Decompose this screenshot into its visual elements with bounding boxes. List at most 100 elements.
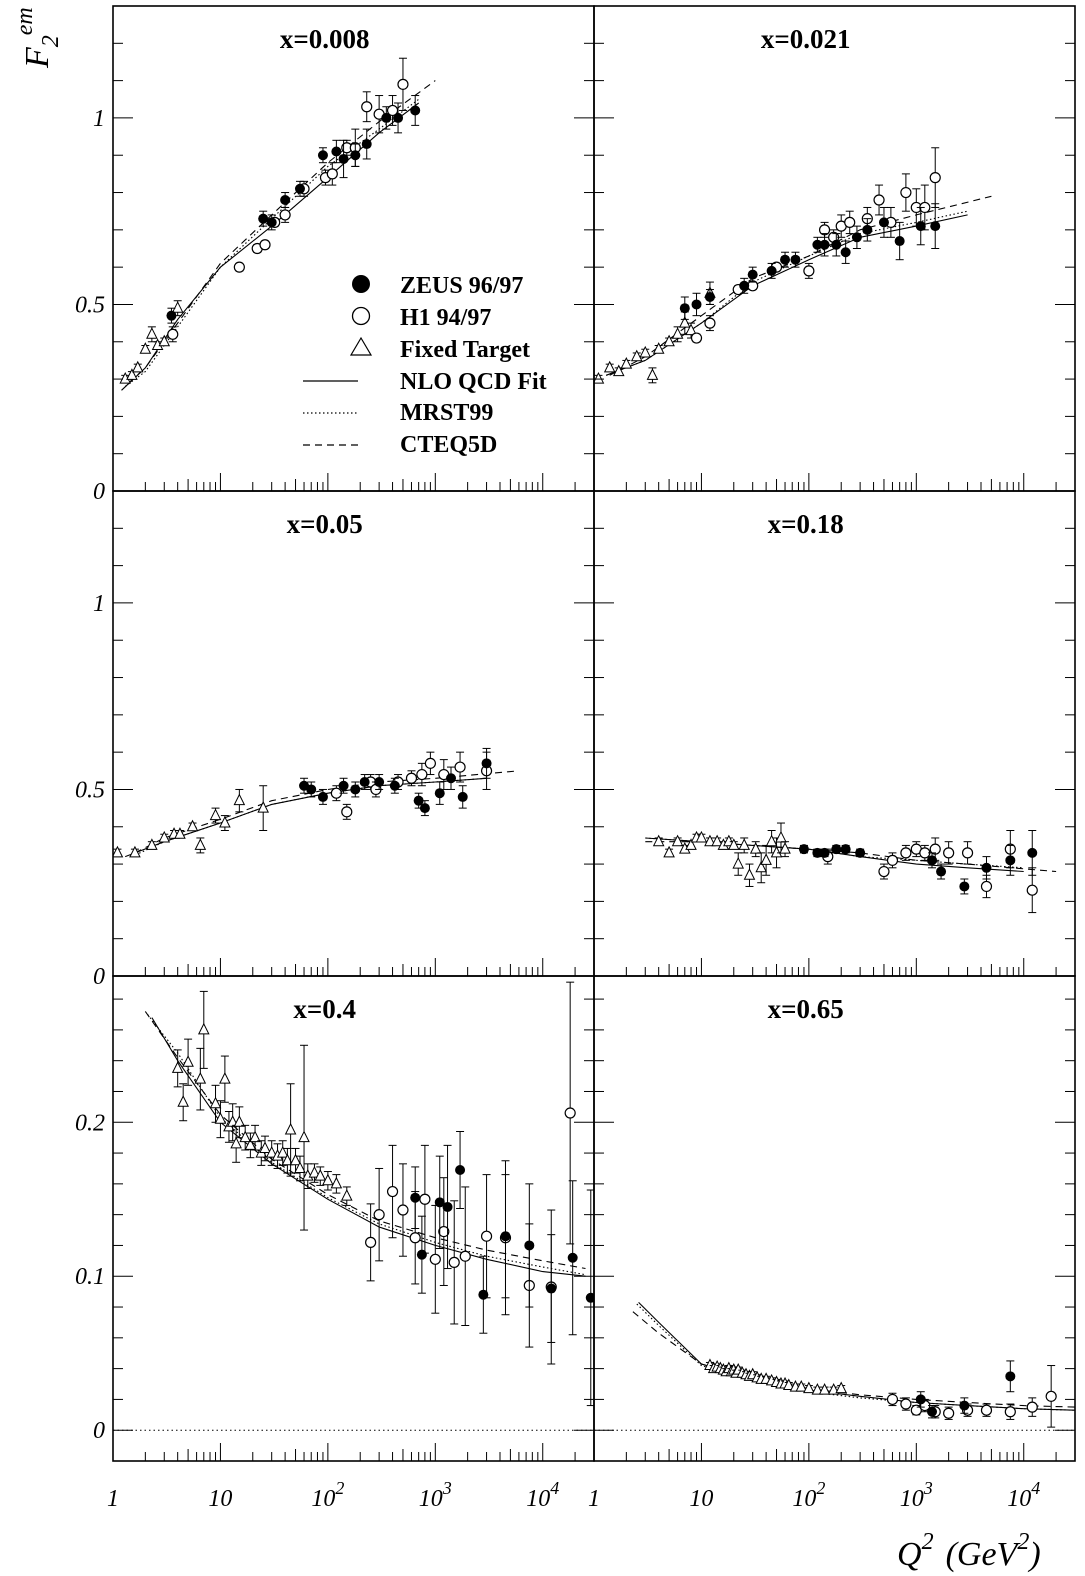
legend: ZEUS 96/97 H1 94/97 Fixed Target NLO QCD… <box>303 273 547 458</box>
panel-1-zeus-point-4 <box>280 195 291 205</box>
panel-3-zeus-point-4 <box>338 780 349 791</box>
panel-6-h1-point-8 <box>980 1404 993 1416</box>
panel-5-cteq-curve <box>144 1011 586 1270</box>
panel-2-points <box>594 147 941 384</box>
panel-5-fixed-point-31 <box>340 1189 353 1201</box>
panel-3-fixed-point-12 <box>257 800 269 813</box>
panel-5-h1-point-9 <box>448 1256 460 1268</box>
panel-6-h1-point-9 <box>1004 1406 1016 1418</box>
panel-1-zeus-point-6 <box>317 150 328 161</box>
legend-fixed-target-marker <box>349 336 373 356</box>
panel-6-h1-point-1 <box>886 1393 899 1406</box>
panel-6-h1-point-2 <box>900 1398 912 1410</box>
panel-5-fixed-point-7 <box>214 1112 227 1124</box>
panel-2-zeus-point-2 <box>691 299 702 310</box>
panel-5-x-tick-label-1: 1 <box>107 1486 119 1512</box>
panel-3-zeus-point-9 <box>413 795 424 806</box>
panel-2-mrst-curve <box>606 210 968 376</box>
legend-h1-marker <box>351 306 371 326</box>
panel-5-zeus-point-1 <box>410 1192 421 1203</box>
panel-4-h1-point-2 <box>878 865 890 878</box>
panel-2-h1-point-6 <box>803 265 815 277</box>
panel-5-fixed-point-28 <box>314 1169 327 1181</box>
panel-4-fixed-point-13 <box>732 856 745 869</box>
panel-1-zeus-point-8 <box>338 153 349 164</box>
panel-3-zeus-point-13 <box>457 791 468 802</box>
panel-3-y-tick-label-2: 0.5 <box>75 777 105 803</box>
panel-2-fixed-point-1 <box>594 371 605 384</box>
panel-5-fixed-point-11 <box>230 1136 242 1149</box>
panel-3-zeus-point-5 <box>350 784 361 795</box>
panel-3-fixed-point-7 <box>186 819 199 832</box>
panel-2-zeus-point-15 <box>878 217 889 228</box>
panel-2-h1-point-10 <box>844 216 856 228</box>
panel-4-zeus-point-1 <box>798 844 809 855</box>
panel-1-h1-point-1 <box>167 328 179 340</box>
panel-1-curves <box>121 80 436 391</box>
panel-1-fixed-point-8 <box>171 301 184 313</box>
panel-5-h1-point-6 <box>419 1193 431 1205</box>
panel-4-h1-point-12 <box>1026 884 1038 896</box>
panel-3-fixed-point-1 <box>113 845 124 858</box>
panel-6-frame <box>593 975 1076 1462</box>
panel-2-zeus-point-1 <box>679 303 690 314</box>
legend-nlo-label: NLO QCD Fit <box>400 369 547 395</box>
panel-5-zeus-point-5 <box>455 1165 466 1175</box>
panel-2-zeus-point-11 <box>831 239 842 250</box>
panel-5-y-tick-label-2: 0.1 <box>75 1264 105 1290</box>
panel-2-fixed-point-2 <box>603 360 616 373</box>
panel-1-h1-point-9 <box>326 168 338 180</box>
panel-5-h1-point-5 <box>409 1232 421 1244</box>
panel-2-zeus-point-9 <box>812 239 823 250</box>
panel-1-cteq-curve <box>128 80 436 384</box>
panel-5-zeus-point-2 <box>416 1249 427 1260</box>
panel-1-zeus-point-7 <box>331 146 342 157</box>
panel-2-fixed-point-7 <box>646 368 659 380</box>
panel-6-fixed-point-25 <box>795 1379 808 1392</box>
panel-4-zeus-point-4 <box>831 844 842 855</box>
panel-3-zeus-point-10 <box>419 803 430 814</box>
panel-5-fixed-point-12 <box>233 1115 246 1127</box>
panel-6-cteq-curve <box>632 1311 1075 1408</box>
panel-2-h1-point-14 <box>900 186 912 199</box>
panel-1-y-tick-label-3: 1 <box>93 106 105 132</box>
panel-4-fixed-point-7 <box>695 830 708 843</box>
curves-layer <box>121 80 1075 1411</box>
panel-1-h1-point-15 <box>397 78 409 90</box>
panel-4-h1-point-10 <box>980 880 993 893</box>
panel-6-title: x=0.65 <box>768 994 844 1024</box>
panel-3-h1-point-10 <box>454 761 466 773</box>
panel-4-fixed-point-16 <box>749 842 762 854</box>
panel-6-zeus-point-4 <box>1005 1371 1016 1382</box>
panel-3-h1-point-6 <box>405 772 418 784</box>
panel-4-fixed-point-19 <box>765 834 778 847</box>
panel-4-zeus-point-12 <box>1027 847 1038 858</box>
panel-6-curves <box>632 1302 1075 1411</box>
panel-3-y-tick-label-3: 1 <box>93 591 105 617</box>
panel-4-zeus-point-9 <box>959 881 970 892</box>
panel-5-fixed-point-8 <box>219 1072 231 1084</box>
panel-5-zeus-point-9 <box>546 1283 557 1294</box>
legend-fixed-target-label: Fixed Target <box>400 337 530 363</box>
panel-2-fixed-point-6 <box>639 345 652 358</box>
panel-5-fixed-point-24 <box>294 1161 306 1173</box>
panel-3-curves <box>125 770 519 858</box>
panel-3-h1-point-8 <box>424 757 436 769</box>
panel-5-fixed-point-4 <box>194 1072 207 1084</box>
panel-5-fixed-point-2 <box>177 1095 189 1107</box>
panel-6-h1-point-10 <box>1026 1401 1038 1413</box>
panel-2-fixed-point-9 <box>663 334 675 347</box>
panel-2-h1-point-2 <box>704 317 716 329</box>
panel-1-mrst-curve <box>124 98 420 387</box>
panel-1-zeus-point-13 <box>410 105 421 116</box>
legend-zeus-marker <box>352 275 370 293</box>
panel-5-h1-point-10 <box>459 1250 471 1262</box>
panel-3-fixed-point-10 <box>219 815 231 828</box>
panel-3-fixed-point-2 <box>129 845 141 858</box>
panel-5-fixed-point-20 <box>276 1145 289 1158</box>
panel-4-fixed-point-21 <box>775 830 787 843</box>
panel-1-fixed-point-3 <box>131 360 144 373</box>
panel-1-h1-point-12 <box>361 101 373 113</box>
panel-5-fixed-point-30 <box>330 1176 343 1189</box>
